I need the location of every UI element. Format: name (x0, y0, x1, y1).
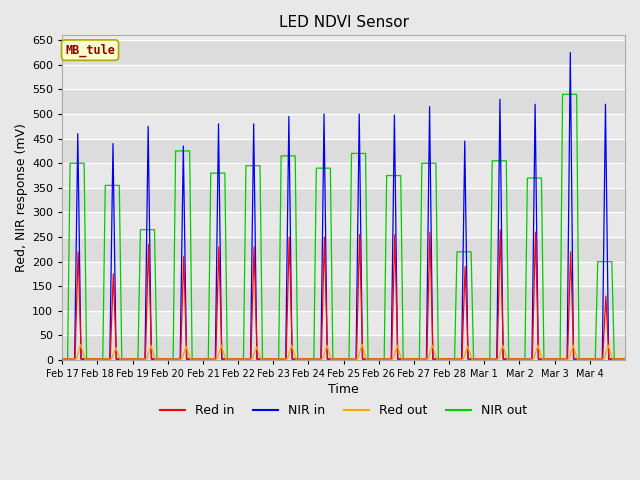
Bar (62, 163, 625, 188)
Bar (62, 89, 625, 114)
Bar (62, 237, 625, 262)
Bar (62, 139, 625, 163)
X-axis label: Time: Time (328, 383, 359, 396)
Bar (62, 114, 625, 139)
Bar (62, 213, 625, 237)
Y-axis label: Red, NIR response (mV): Red, NIR response (mV) (15, 123, 28, 272)
Legend: Red in, NIR in, Red out, NIR out: Red in, NIR in, Red out, NIR out (155, 399, 532, 422)
Bar (62, 40, 625, 65)
Title: LED NDVI Sensor: LED NDVI Sensor (278, 15, 409, 30)
Bar (62, 286, 625, 311)
Bar (62, 188, 625, 213)
Text: MB_tule: MB_tule (65, 44, 115, 57)
Bar (62, 311, 625, 336)
Bar (62, 262, 625, 286)
Bar (62, 65, 625, 89)
Bar (62, 336, 625, 360)
